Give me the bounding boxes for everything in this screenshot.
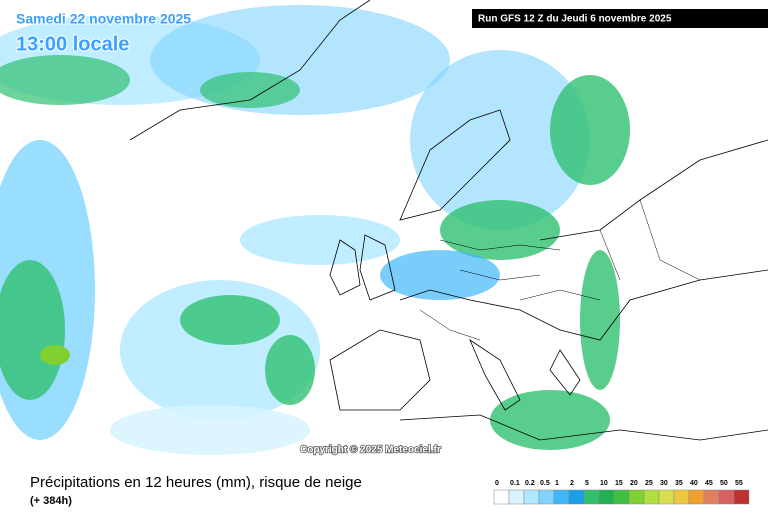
legend-label: 15 <box>615 480 623 487</box>
legend-swatch <box>688 489 705 505</box>
borders <box>419 199 701 341</box>
legend-swatch <box>523 489 540 505</box>
legend-swatch <box>508 489 525 505</box>
legend-swatch <box>703 489 720 505</box>
legend-label: 40 <box>690 480 698 487</box>
legend-swatch <box>493 489 510 505</box>
legend-swatch <box>733 489 750 505</box>
legend-label: 5 <box>585 480 589 487</box>
legend-swatch <box>628 489 645 505</box>
valid-date: Samedi 22 novembre 2025 <box>16 11 191 27</box>
legend-swatch <box>568 489 585 505</box>
legend-swatch <box>643 489 660 505</box>
legend-label: 0.1 <box>510 480 520 487</box>
precipitation-field <box>0 5 630 455</box>
valid-time: 13:00 locale <box>16 33 129 55</box>
legend-label: 45 <box>705 480 713 487</box>
legend-label: 55 <box>735 480 743 487</box>
legend-swatch <box>553 489 570 505</box>
legend-swatch <box>673 489 690 505</box>
legend-label: 0 <box>495 480 499 487</box>
legend-label: 10 <box>600 480 608 487</box>
legend-swatch <box>613 489 630 505</box>
legend-label: 20 <box>630 480 638 487</box>
run-banner <box>472 9 768 28</box>
run-label: Run GFS 12 Z du Jeudi 6 novembre 2025 <box>478 14 672 25</box>
legend-label: 30 <box>660 480 668 487</box>
legend-label: 1 <box>555 480 559 487</box>
footer-title: Précipitations en 12 heures (mm), risque… <box>30 474 362 491</box>
legend-label: 50 <box>720 480 728 487</box>
legend-swatch <box>583 489 600 505</box>
legend-swatch <box>658 489 675 505</box>
legend-swatch <box>598 489 615 505</box>
footer-lead: (+ 384h) <box>30 495 72 507</box>
legend-swatch <box>538 489 555 505</box>
legend-swatch <box>718 489 735 505</box>
legend-label: 35 <box>675 480 683 487</box>
legend-label: 25 <box>645 480 653 487</box>
legend-label: 0.5 <box>540 480 550 487</box>
legend-label: 0.2 <box>525 480 535 487</box>
coastlines <box>129 0 768 441</box>
copyright: Copyright © 2025 Meteociel.fr <box>300 445 441 456</box>
legend: 0 0.1 0.2 0.5 1 2 5 10 15 20 25 30 35 40 45 50 55 <box>493 480 750 505</box>
legend-label: 2 <box>570 480 574 487</box>
